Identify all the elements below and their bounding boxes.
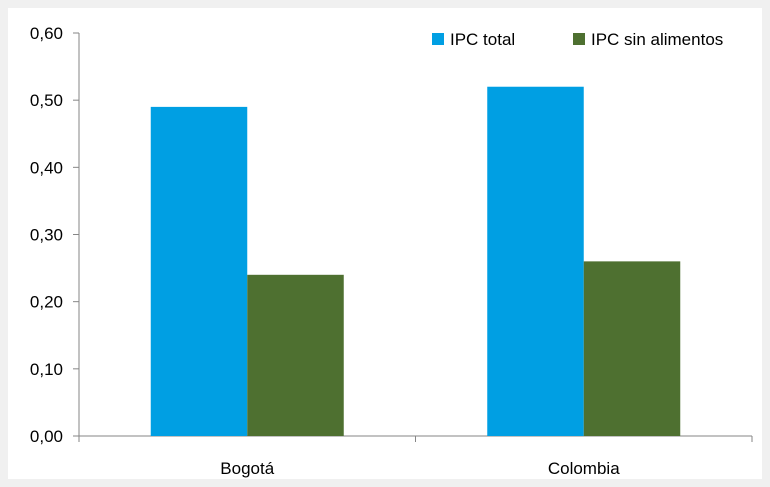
y-tick-label: 0,00 xyxy=(30,427,63,446)
legend-swatch xyxy=(432,33,444,45)
y-tick-label: 0,60 xyxy=(30,24,63,43)
legend-label: IPC sin alimentos xyxy=(591,30,723,49)
bars xyxy=(150,86,681,436)
bar-ipc-total xyxy=(487,86,584,436)
y-tick-label: 0,50 xyxy=(30,91,63,110)
legend: IPC total IPC sin alimentos xyxy=(432,30,723,49)
x-category-label: Colombia xyxy=(548,459,620,478)
y-axis: 0,00 0,10 0,20 0,30 0,40 0,50 0,60 xyxy=(30,24,80,446)
bar-ipc-total xyxy=(150,106,248,436)
legend-label: IPC total xyxy=(450,30,515,49)
y-tick-label: 0,20 xyxy=(30,293,63,312)
y-tick-label: 0,30 xyxy=(30,226,63,245)
y-tick-label: 0,10 xyxy=(30,360,63,379)
bar-ipc-sin-alimentos xyxy=(583,261,681,436)
bar-ipc-sin-alimentos xyxy=(247,274,344,436)
x-axis: Bogotá Colombia xyxy=(78,435,753,478)
legend-swatch xyxy=(573,33,585,45)
x-category-label: Bogotá xyxy=(220,459,274,478)
y-tick-label: 0,40 xyxy=(30,158,63,177)
